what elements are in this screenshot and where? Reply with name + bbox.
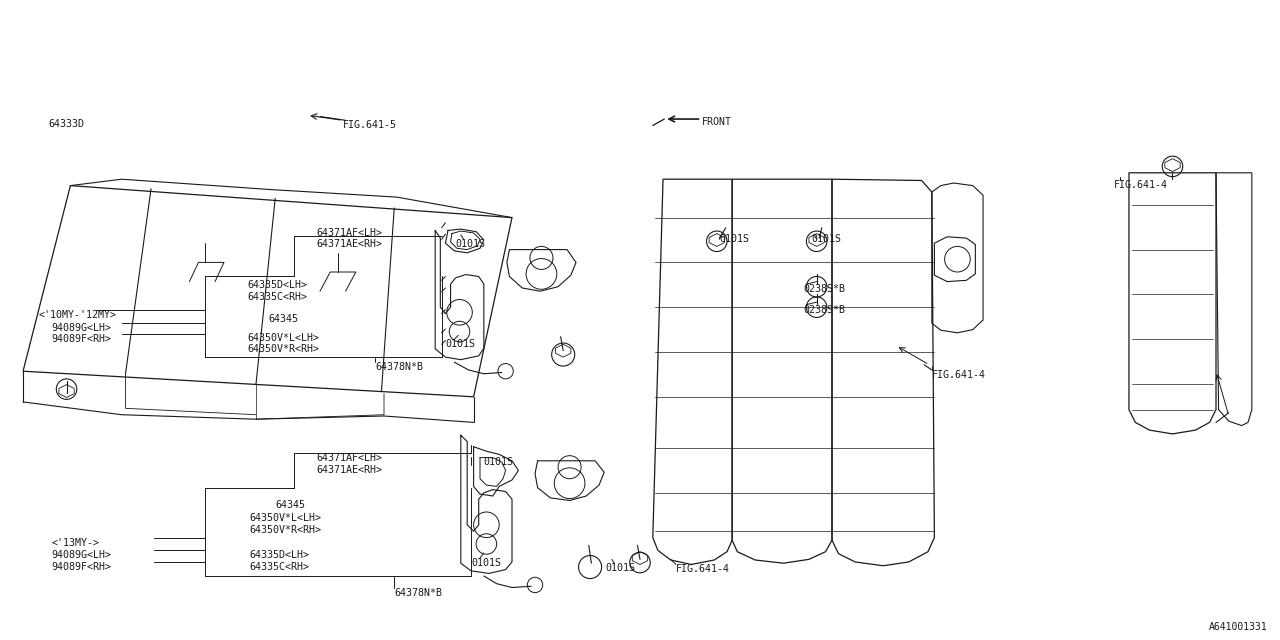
Text: 0101S: 0101S <box>456 239 485 249</box>
Text: FIG.641-4: FIG.641-4 <box>1114 180 1167 191</box>
Text: 94089G<LH>: 94089G<LH> <box>51 550 111 561</box>
Text: 94089G<LH>: 94089G<LH> <box>51 323 111 333</box>
Text: 64345: 64345 <box>275 500 305 511</box>
Text: 94089F<RH>: 94089F<RH> <box>51 334 111 344</box>
Text: 64335D<LH>: 64335D<LH> <box>247 280 307 291</box>
Text: 94089F<RH>: 94089F<RH> <box>51 562 111 572</box>
Text: 64335C<RH>: 64335C<RH> <box>250 562 310 572</box>
Text: 0101S: 0101S <box>471 558 500 568</box>
Text: 0101S: 0101S <box>605 563 635 573</box>
Text: 0238S*B: 0238S*B <box>804 284 846 294</box>
Text: <'13MY->: <'13MY-> <box>51 538 100 548</box>
Text: 0101S: 0101S <box>812 234 841 244</box>
Text: 64350V*R<RH>: 64350V*R<RH> <box>247 344 319 355</box>
Text: 64378N*B: 64378N*B <box>394 588 443 598</box>
Text: 64371AF<LH>: 64371AF<LH> <box>316 228 383 238</box>
Text: 64350V*R<RH>: 64350V*R<RH> <box>250 525 321 535</box>
Text: FIG.641-5: FIG.641-5 <box>343 120 397 131</box>
Text: 64371AE<RH>: 64371AE<RH> <box>316 465 383 475</box>
Text: 64333D: 64333D <box>49 119 84 129</box>
Text: FIG.641-4: FIG.641-4 <box>932 370 986 380</box>
Text: FIG.641-4: FIG.641-4 <box>676 564 730 575</box>
Text: 64350V*L<LH>: 64350V*L<LH> <box>250 513 321 524</box>
Text: 64378N*B: 64378N*B <box>375 362 422 372</box>
Text: 64350V*L<LH>: 64350V*L<LH> <box>247 333 319 343</box>
Text: 64371AF<LH>: 64371AF<LH> <box>316 453 383 463</box>
Text: FRONT: FRONT <box>701 117 731 127</box>
Text: 0238S*B: 0238S*B <box>804 305 846 315</box>
Text: A641001331: A641001331 <box>1208 622 1267 632</box>
Text: 0101S: 0101S <box>484 457 513 467</box>
Text: 64345: 64345 <box>269 314 298 324</box>
Text: 0101S: 0101S <box>719 234 749 244</box>
Text: 64335D<LH>: 64335D<LH> <box>250 550 310 561</box>
Text: 64335C<RH>: 64335C<RH> <box>247 292 307 302</box>
Text: 64371AE<RH>: 64371AE<RH> <box>316 239 383 250</box>
Text: 0101S: 0101S <box>445 339 475 349</box>
Text: <'10MY-'12MY>: <'10MY-'12MY> <box>38 310 116 320</box>
